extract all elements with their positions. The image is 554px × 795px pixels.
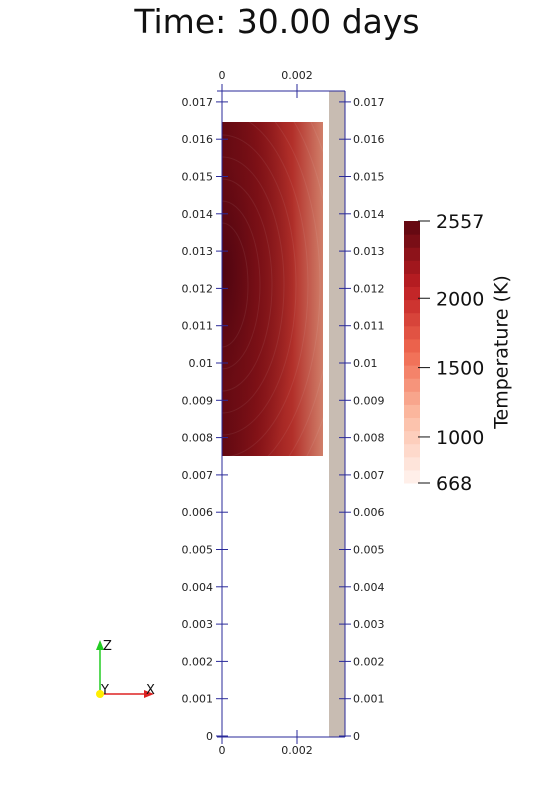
left-tick-label: 0.001 — [182, 693, 214, 706]
right-tick-label: 0.015 — [353, 171, 385, 184]
colorbar-band — [404, 443, 420, 458]
left-tick-label: 0.016 — [182, 133, 214, 146]
colorbar-band — [404, 234, 420, 248]
colorbar-tick-label: 2557 — [436, 211, 484, 233]
x-axis-arrow-icon — [144, 690, 154, 698]
contour-line — [222, 178, 273, 392]
colorbar-tick-label: 1500 — [436, 358, 484, 380]
colorbar-band — [404, 299, 420, 314]
right-tick-label: 0.017 — [353, 96, 385, 109]
colorbar-bands — [404, 221, 420, 484]
colorbar-tick-label: 1000 — [436, 427, 484, 449]
left-tick-label: 0.011 — [182, 320, 214, 333]
right-tick-label: 0 — [353, 730, 360, 743]
right-tick-label: 0.009 — [353, 394, 385, 407]
left-tick-label: 0.003 — [182, 618, 214, 631]
bottom-tick-label: 0 — [219, 744, 226, 757]
colorbar-band — [404, 260, 420, 274]
left-tick-label: 0.007 — [182, 469, 214, 482]
left-tick-label: 0.014 — [182, 208, 214, 221]
colorbar-band — [404, 365, 420, 379]
bottom-tick-label: 0.002 — [281, 744, 313, 757]
colorbar-tick-label: 2000 — [436, 288, 484, 310]
colorbar-band — [404, 430, 420, 445]
z-axis-arrow-icon — [96, 640, 104, 650]
colorbar-band — [404, 378, 420, 392]
contour-line — [267, 122, 321, 456]
contour-line — [222, 200, 261, 370]
fuel-region — [222, 122, 323, 456]
left-tick-label: 0.015 — [182, 171, 214, 184]
left-tick-label: 0.008 — [182, 432, 214, 445]
left-tick-label: 0.009 — [182, 394, 214, 407]
colorbar-band — [404, 469, 420, 484]
top-tick-label: 0 — [219, 69, 226, 82]
contour-bands — [222, 122, 323, 456]
colorbar-band — [404, 273, 420, 287]
right-tick-label: 0.001 — [353, 693, 385, 706]
right-tick-label: 0.011 — [353, 320, 385, 333]
contour-line — [222, 134, 297, 436]
colorbar-band — [404, 247, 420, 261]
left-tick-label: 0.005 — [182, 544, 214, 557]
colorbar-band — [404, 338, 420, 353]
right-tick-label: 0.008 — [353, 432, 385, 445]
colorbar-ticks: 2557 2000 1500 1000 668 — [418, 211, 484, 495]
colorbar-title: Temperature (K) — [491, 275, 513, 430]
left-tick-labels: 0.017 0.016 0.015 0.014 0.013 0.012 0.011 0.01 0… — [182, 96, 214, 743]
orientation-axes: Z Y X — [96, 639, 155, 698]
left-tick-label: 0.012 — [182, 282, 214, 295]
contour-line — [222, 156, 285, 414]
top-tick-labels: 0 0.002 — [219, 69, 313, 82]
right-tick-label: 0.004 — [353, 581, 385, 594]
colorbar-tick-label: 668 — [436, 473, 472, 495]
right-tick-label: 0.002 — [353, 655, 385, 668]
right-tick-label: 0.013 — [353, 245, 385, 258]
colorbar-band — [404, 456, 420, 471]
colorbar-band — [404, 352, 420, 366]
bottom-tick-labels: 0 0.002 — [219, 744, 313, 757]
right-tick-label: 0.006 — [353, 506, 385, 519]
left-tick-label: 0.002 — [182, 655, 214, 668]
contour-line — [228, 122, 309, 456]
left-tick-label: 0.004 — [182, 581, 214, 594]
colorbar-band — [404, 286, 420, 301]
left-tick-label: 0.017 — [182, 96, 214, 109]
plot-title: Time: 30.00 days — [134, 2, 420, 41]
left-tick-label: 0.013 — [182, 245, 214, 258]
z-axis-label: Z — [103, 639, 112, 654]
colorbar-band — [404, 391, 420, 405]
right-tick-label: 0.012 — [353, 282, 385, 295]
y-axis-dot-icon — [96, 690, 104, 698]
axes-frame — [216, 84, 351, 744]
right-tick-label: 0.007 — [353, 469, 385, 482]
y-axis-label: Y — [100, 683, 109, 698]
right-tick-labels: 0.017 0.016 0.015 0.014 0.013 0.012 0.011 0.01 0… — [353, 96, 385, 743]
colorbar-band — [404, 312, 420, 327]
colorbar-band — [404, 221, 420, 235]
left-tick-label: 0.006 — [182, 506, 214, 519]
right-tick-label: 0.01 — [353, 357, 378, 370]
right-tick-label: 0.014 — [353, 208, 385, 221]
colorbar-band — [404, 404, 420, 418]
top-tick-label: 0.002 — [281, 69, 313, 82]
right-tick-label: 0.003 — [353, 618, 385, 631]
colorbar-band — [404, 325, 420, 340]
right-tick-label: 0.005 — [353, 544, 385, 557]
colorbar-band — [404, 417, 420, 432]
contour-line — [222, 222, 249, 348]
colorbar: 2557 2000 1500 1000 668 Temperature (K) — [404, 211, 513, 495]
right-tick-label: 0.016 — [353, 133, 385, 146]
left-tick-label: 0.01 — [189, 357, 214, 370]
cladding-region — [329, 91, 345, 737]
x-axis-label: X — [146, 683, 155, 698]
left-tick-label: 0 — [206, 730, 213, 743]
fuel-hot-core — [222, 122, 323, 456]
